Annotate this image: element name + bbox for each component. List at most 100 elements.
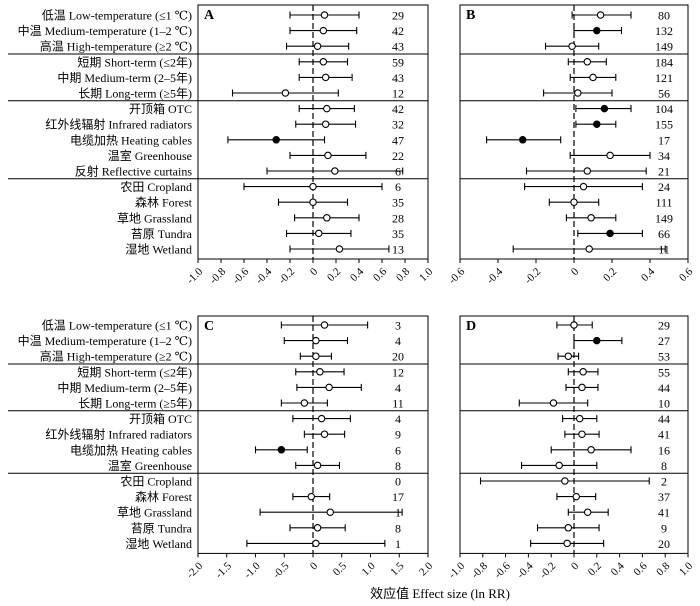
panel-a-tick-label: 0 bbox=[308, 265, 321, 278]
panel-d-tick-label: -1.0 bbox=[446, 560, 467, 581]
row-label: 农田 Cropland bbox=[120, 180, 192, 194]
panel-a-tick-label: 0.4 bbox=[348, 265, 367, 284]
panel-b-tick-label: 0.6 bbox=[677, 265, 696, 284]
panel-d-tick-label: -0.4 bbox=[515, 560, 536, 581]
row-label: 温室 Greenhouse bbox=[108, 148, 192, 163]
row-label: 苔原 Tundra bbox=[131, 521, 193, 535]
panel-a-tick-label: 0.2 bbox=[325, 266, 343, 284]
panel-d-tick-label: -0.2 bbox=[538, 560, 559, 581]
panel-d-sample-size: 41 bbox=[658, 428, 670, 442]
panel-a-sample-size: 42 bbox=[392, 102, 404, 116]
panel-b-sample-size: 66 bbox=[658, 227, 670, 241]
panel-b-mean-point bbox=[568, 42, 576, 50]
panel-c-mean-point bbox=[313, 461, 322, 470]
panel-c-tick-label: 1.5 bbox=[388, 560, 407, 579]
panel-a-sample-size: 43 bbox=[392, 40, 404, 54]
panel-b-mean-point bbox=[600, 104, 609, 113]
panel-c-mean-point bbox=[320, 321, 329, 329]
panel-c-mean-point bbox=[326, 508, 334, 516]
panel-b-sample-size: 80 bbox=[658, 9, 670, 23]
panel-d-sample-size: 8 bbox=[661, 459, 667, 473]
panel-b-sample-size: 21 bbox=[658, 165, 670, 179]
panel-a-sample-size: 28 bbox=[392, 211, 404, 225]
panel-c-mean-point bbox=[307, 492, 316, 501]
panel-d-sample-size: 53 bbox=[658, 350, 670, 364]
panel-a-sample-size: 32 bbox=[392, 118, 404, 132]
panel-c-tick-label: 0 bbox=[308, 560, 321, 573]
panel-d-tick-label: 0.2 bbox=[586, 560, 604, 578]
panel-d-tick-label: 0.8 bbox=[654, 560, 673, 579]
panel-a-mean-point bbox=[272, 136, 280, 144]
panel-a-tick-label: -0.2 bbox=[276, 266, 297, 287]
panel-a-mean-point bbox=[314, 229, 323, 238]
panel-c-sample-size: 1 bbox=[395, 506, 401, 520]
panel-a-mean-point bbox=[309, 198, 317, 206]
row-label: 低温 Low-temperature (≤1 ℃) bbox=[42, 9, 192, 23]
panel-a-mean-point bbox=[319, 58, 328, 66]
panel-a-mean-point bbox=[319, 26, 328, 35]
row-label: 开顶箱 OTC bbox=[129, 101, 192, 116]
panel-c-mean-point bbox=[317, 414, 326, 423]
panel-d-tick-label: 0 bbox=[569, 560, 582, 573]
panel-a-mean-point bbox=[323, 214, 331, 222]
panel-d-tick-label: 0.6 bbox=[631, 560, 650, 579]
panel-d-mean-point bbox=[549, 399, 558, 407]
panel-d-tick-label: -0.6 bbox=[492, 560, 513, 581]
panel-d-mean-point bbox=[561, 477, 569, 485]
panel-b-mean-point bbox=[585, 245, 593, 253]
panel-d-mean-point bbox=[564, 524, 573, 532]
panel-b-mean-point bbox=[570, 198, 578, 206]
row-label: 中期 Medium-term (2–5年) bbox=[57, 380, 192, 395]
x-axis-title: 效应值 Effect size (ln RR) bbox=[370, 586, 510, 601]
row-label: 高温 High-temperature (≥2 ℃) bbox=[40, 349, 192, 364]
panel-d-sample-size: 37 bbox=[658, 490, 670, 504]
panel-d-sample-size: 55 bbox=[658, 365, 670, 379]
panel-c-mean-point bbox=[300, 399, 309, 407]
panel-b-tick-label: 0 bbox=[569, 265, 582, 278]
panel-b-mean-point bbox=[596, 11, 605, 19]
row-label: 湿地 Wetland bbox=[125, 536, 192, 551]
panel-b-mean-point bbox=[606, 229, 614, 238]
panel-b-mean-point bbox=[583, 167, 592, 175]
panel-c-sample-size: 1 bbox=[395, 537, 401, 551]
panel-a-sample-size: 35 bbox=[392, 227, 404, 241]
panel-c-tick-label: 0.5 bbox=[331, 560, 350, 579]
row-label: 温室 Greenhouse bbox=[108, 458, 192, 473]
panel-c-mean-point bbox=[316, 368, 324, 376]
panel-c-sample-size: 4 bbox=[395, 334, 401, 348]
panel-b-sample-size: 11 bbox=[658, 243, 670, 257]
panel-d-sample-size: 10 bbox=[658, 397, 670, 411]
row-label: 开顶箱 OTC bbox=[129, 411, 192, 426]
panel-d-mean-point bbox=[564, 352, 573, 360]
row-label: 苔原 Tundra bbox=[131, 227, 193, 241]
panel-d-letter: D bbox=[466, 319, 476, 334]
panel-d-mean-point bbox=[583, 508, 592, 516]
panel-a-letter: A bbox=[204, 8, 215, 23]
panel-d-tick-label: 1.0 bbox=[677, 560, 696, 579]
panel-b-mean-point bbox=[593, 120, 601, 128]
panel-b-sample-size: 121 bbox=[655, 71, 673, 85]
panel-b-mean-point bbox=[583, 58, 592, 66]
panel-c-tick-label: -1.5 bbox=[213, 560, 234, 581]
panel-a-sample-size: 35 bbox=[392, 196, 404, 210]
panel-b-mean-point bbox=[518, 136, 527, 144]
panel-c-tick-label: -2.0 bbox=[184, 560, 205, 581]
panel-a-mean-point bbox=[331, 167, 339, 175]
panel-c-sample-size: 11 bbox=[392, 397, 404, 411]
panel-d-mean-point bbox=[555, 461, 563, 470]
panel-c-sample-size: 9 bbox=[395, 428, 401, 442]
panel-a-mean-point bbox=[324, 151, 332, 160]
panel-b-mean-point bbox=[579, 182, 588, 191]
row-label: 反射 Reflective curtains bbox=[75, 164, 193, 179]
panel-a-mean-point bbox=[313, 42, 322, 50]
row-label: 中温 Medium-temperature (1–2 ℃) bbox=[18, 23, 192, 38]
panel-c-sample-size: 8 bbox=[395, 459, 401, 473]
row-label: 中温 Medium-temperature (1–2 ℃) bbox=[18, 333, 192, 348]
panel-c-sample-size: 8 bbox=[395, 521, 401, 535]
panel-a-tick-label: -0.6 bbox=[230, 265, 251, 286]
row-label: 森林 Forest bbox=[135, 195, 193, 210]
row-label: 高温 High-temperature (≥2 ℃) bbox=[40, 39, 192, 54]
row-label: 森林 Forest bbox=[135, 489, 193, 504]
panel-a-sample-size: 12 bbox=[392, 87, 404, 101]
